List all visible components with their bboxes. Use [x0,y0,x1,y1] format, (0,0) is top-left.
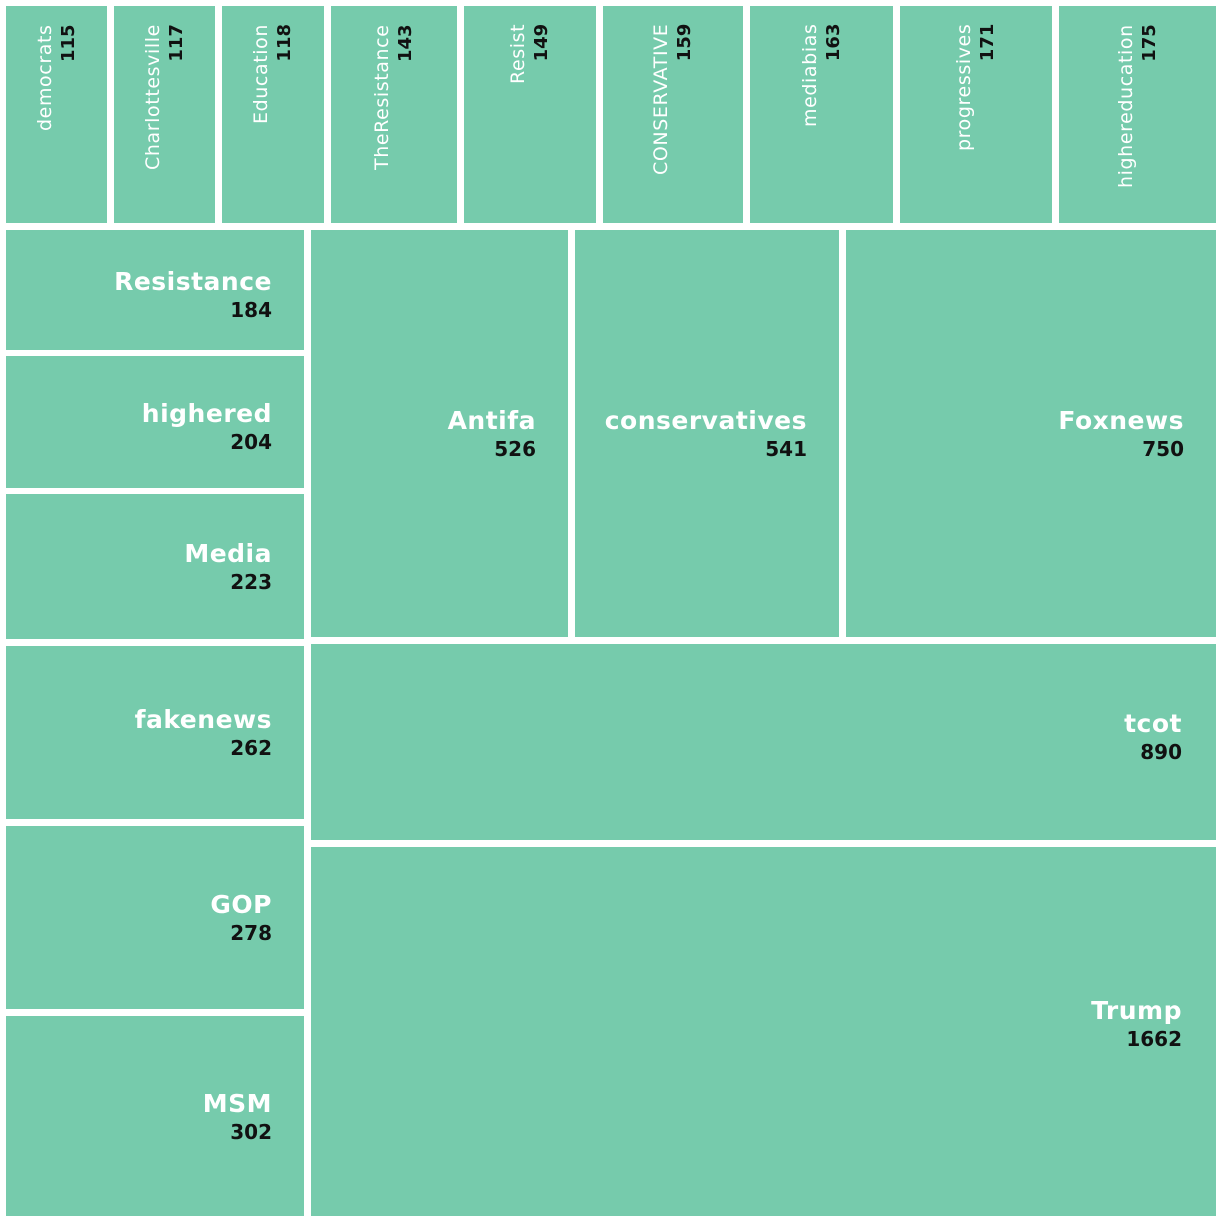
tile-value: 890 [1140,739,1182,764]
treemap-tile: highered 204 [6,356,304,488]
tile-label: GOP 278 [210,892,272,943]
tile-value: 262 [230,736,272,760]
tile-label: Resistance 184 [114,269,272,320]
tile-name: democrats [33,24,56,131]
tile-name: Charlottesville [141,24,164,170]
treemap-tile: Resistance 184 [6,230,304,350]
tile-value: 302 [230,1119,272,1144]
tile-value: 204 [230,429,272,454]
tile-label: Foxnews 750 [1058,408,1184,459]
tile-name: Resist [507,23,529,84]
tile-value: 526 [494,437,536,461]
tile-name: highereducation [1114,24,1137,188]
treemap-tile: TheResistance 143 [331,6,457,223]
tile-value: 143 [395,24,416,63]
tile-value: 223 [230,570,272,594]
treemap-tile: highereducation 175 [1059,6,1216,223]
treemap-tile: democrats 115 [6,6,107,223]
treemap-tile: Antifa 526 [311,230,568,637]
tile-name: CONSERVATIVE [650,23,672,175]
treemap-tile: progressives 171 [900,6,1052,223]
tile-label: conservatives 541 [605,408,807,459]
tile-name: Foxnews [1058,406,1184,435]
treemap-tile: Foxnews 750 [846,230,1216,637]
treemap-tile: CONSERVATIVE 159 [603,6,743,223]
tile-label: Trump 1662 [1091,998,1182,1049]
tile-name: Trump [1091,996,1182,1025]
tile-name: MSM [202,1088,272,1118]
tile-value: 1662 [1126,1027,1182,1051]
tile-name: highered [141,398,272,428]
tile-label: Education 118 [250,24,295,124]
tile-label: Media 223 [184,541,272,592]
treemap-tile: MSM 302 [6,1016,304,1216]
tile-name: Media [184,539,272,568]
tile-label: tcot 890 [1124,711,1182,762]
treemap-tile: Education 118 [222,6,324,223]
tile-label: MSM 302 [203,1091,272,1142]
tile-name: tcot [1124,708,1182,738]
tile-value: 750 [1142,437,1184,461]
tile-name: fakenews [134,705,272,734]
tile-name: progressives [953,23,975,151]
tile-label: Antifa 526 [448,408,536,459]
tile-label: progressives 171 [953,23,998,151]
treemap-tile: Media 223 [6,494,304,639]
tile-value: 278 [230,921,272,945]
tile-value: 115 [57,24,79,63]
tile-name: GOP [210,890,272,919]
treemap-tile: GOP 278 [6,826,304,1009]
tile-value: 184 [230,297,272,322]
tile-value: 118 [274,24,295,62]
tile-name: Antifa [447,406,536,435]
tile-name: Resistance [114,266,272,296]
tile-name: TheResistance [371,24,393,170]
tile-value: 149 [531,23,552,62]
tile-label: democrats 115 [33,24,79,131]
tile-name: conservatives [604,406,807,435]
treemap-tile: fakenews 262 [6,646,304,819]
tile-value: 159 [674,23,695,62]
treemap-tile: Charlottesville 117 [114,6,215,223]
tile-name: Education [250,24,272,124]
tile-value: 163 [822,23,844,62]
tile-label: fakenews 262 [135,707,272,758]
tile-label: TheResistance 143 [371,24,416,170]
tile-label: Resist 149 [507,23,552,84]
tile-label: mediabias 163 [798,23,844,127]
tile-label: highereducation 175 [1114,24,1160,188]
tile-label: CONSERVATIVE 159 [650,23,695,175]
treemap-tile: Trump 1662 [311,847,1216,1216]
tile-label: highered 204 [142,401,272,452]
treemap-tile: mediabias 163 [750,6,893,223]
tile-value: 171 [977,23,998,62]
tile-label: Charlottesville 117 [141,24,187,170]
tile-value: 541 [765,437,807,461]
treemap-tile: conservatives 541 [575,230,839,637]
tile-name: mediabias [798,23,821,127]
tile-value: 175 [1138,24,1160,62]
tile-value: 117 [165,24,187,62]
treemap-tile: Resist 149 [464,6,596,223]
treemap-tile: tcot 890 [311,644,1216,840]
